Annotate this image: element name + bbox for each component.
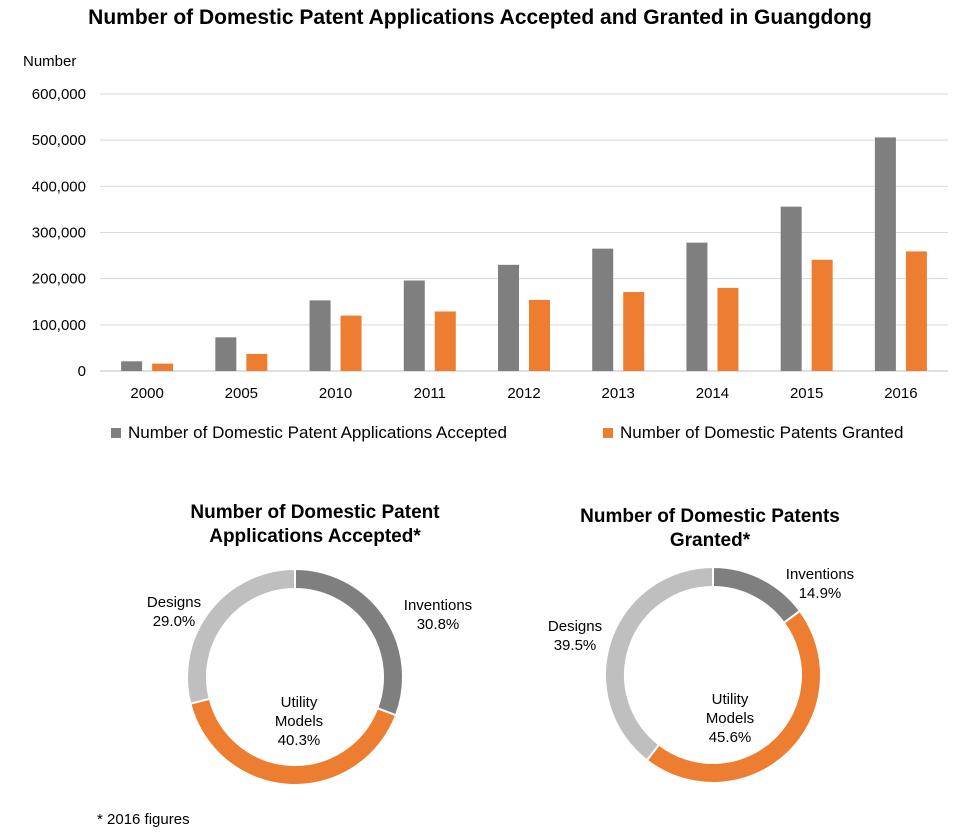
slice-label-utility-models: Utility Models 45.6% [706,691,754,746]
bar-accepted [498,264,519,371]
footnote: * 2016 figures [97,811,190,828]
legend-label-accepted: Number of Domestic Patent Applications A… [128,423,507,442]
y-tick-label: 400,000 [32,178,86,195]
y-tick-label: 100,000 [32,317,86,334]
donut-slice-designs [604,565,714,762]
legend-item-accepted: Number of Domestic Patent Applications A… [111,423,507,443]
x-tick-label: 2000 [130,385,163,402]
y-tick-label: 600,000 [32,86,86,103]
bar-accepted [780,206,802,371]
bar-accepted [592,248,614,371]
y-tick-label: 200,000 [32,271,86,288]
x-tick-label: 2014 [696,385,729,402]
legend-item-granted: Number of Domestic Patents Granted [603,423,903,443]
x-tick-label: 2010 [319,385,352,402]
bar-chart: 0 100,000 200,000 300,000 400,000 500,000 600,… [32,86,948,402]
bar-accepted [215,337,237,371]
y-tick-label: 300,000 [32,225,86,242]
x-tick-label: 2016 [884,385,917,402]
y-axis-label: Number [23,53,77,70]
bar-accepted [403,280,425,371]
bar-granted [905,251,927,371]
x-tick-label: 2012 [507,385,540,402]
x-tick-label: 2005 [225,385,258,402]
x-tick-label: 2011 [414,385,446,402]
bar-granted [246,353,268,371]
legend-label-granted: Number of Domestic Patents Granted [620,423,904,442]
donut-chart-accepted: Inventions 30.8% Utility Models 40.3% Designs… [147,567,472,786]
y-tick-label: 0 [78,363,86,380]
bar-accepted [874,137,896,371]
bar-granted [152,363,174,371]
x-tick-label: 2013 [602,385,635,402]
legend-swatch-granted [603,428,613,438]
donut-chart-granted: Inventions 14.9% Utility Models 45.6% Designs… [548,565,854,784]
chart-title: Number of Domestic Patent Applications A… [88,6,872,29]
y-tick-label: 500,000 [32,132,86,149]
legend-swatch-accepted [111,428,121,438]
bar-granted [434,311,456,371]
bar-granted [811,259,833,371]
bar-granted [340,315,362,371]
slice-label-inventions: Inventions 30.8% [404,597,472,633]
donut-title-granted: Number of Domestic Patents Granted* [580,506,840,551]
bar-accepted [309,300,331,371]
slice-label-utility-models: Utility Models 40.3% [275,694,323,749]
slice-label-designs: Designs 39.5% [548,618,602,654]
bar-accepted [686,242,708,371]
bar-granted [529,299,550,371]
donut-slice-designs [186,567,296,705]
slice-label-designs: Designs 29.0% [147,594,201,630]
slice-label-inventions: Inventions 14.9% [786,566,854,602]
bar-granted [623,292,645,371]
x-tick-label: 2015 [790,385,823,402]
bar-granted [717,287,739,371]
donut-title-accepted: Number of Domestic Patent Applications A… [190,502,440,547]
bar-accepted [121,361,143,371]
